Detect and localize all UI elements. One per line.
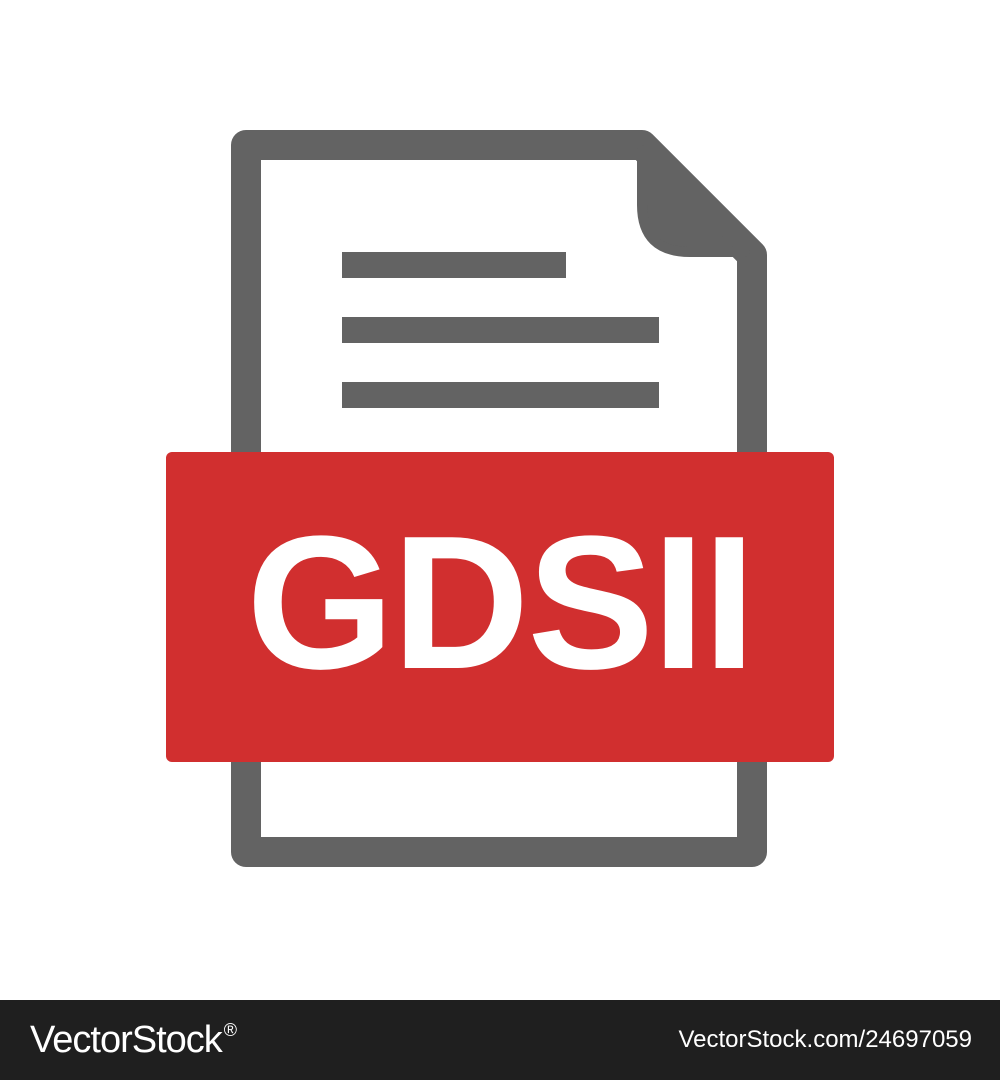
text-line-2 xyxy=(342,317,659,343)
folded-corner xyxy=(637,145,750,257)
watermark-brand: VectorStock ® xyxy=(30,1018,237,1062)
registered-mark: ® xyxy=(223,1019,237,1040)
text-line-1 xyxy=(342,252,566,278)
brand-name: VectorStock xyxy=(30,1018,223,1061)
file-extension-label: GDSII xyxy=(246,497,755,709)
watermark-bar: VectorStock ® VectorStock.com/24697059 xyxy=(0,1000,1000,1080)
text-line-3 xyxy=(342,382,659,408)
file-type-band: GDSII xyxy=(166,452,834,762)
watermark-image-id: VectorStock.com/24697059 xyxy=(678,1026,972,1053)
